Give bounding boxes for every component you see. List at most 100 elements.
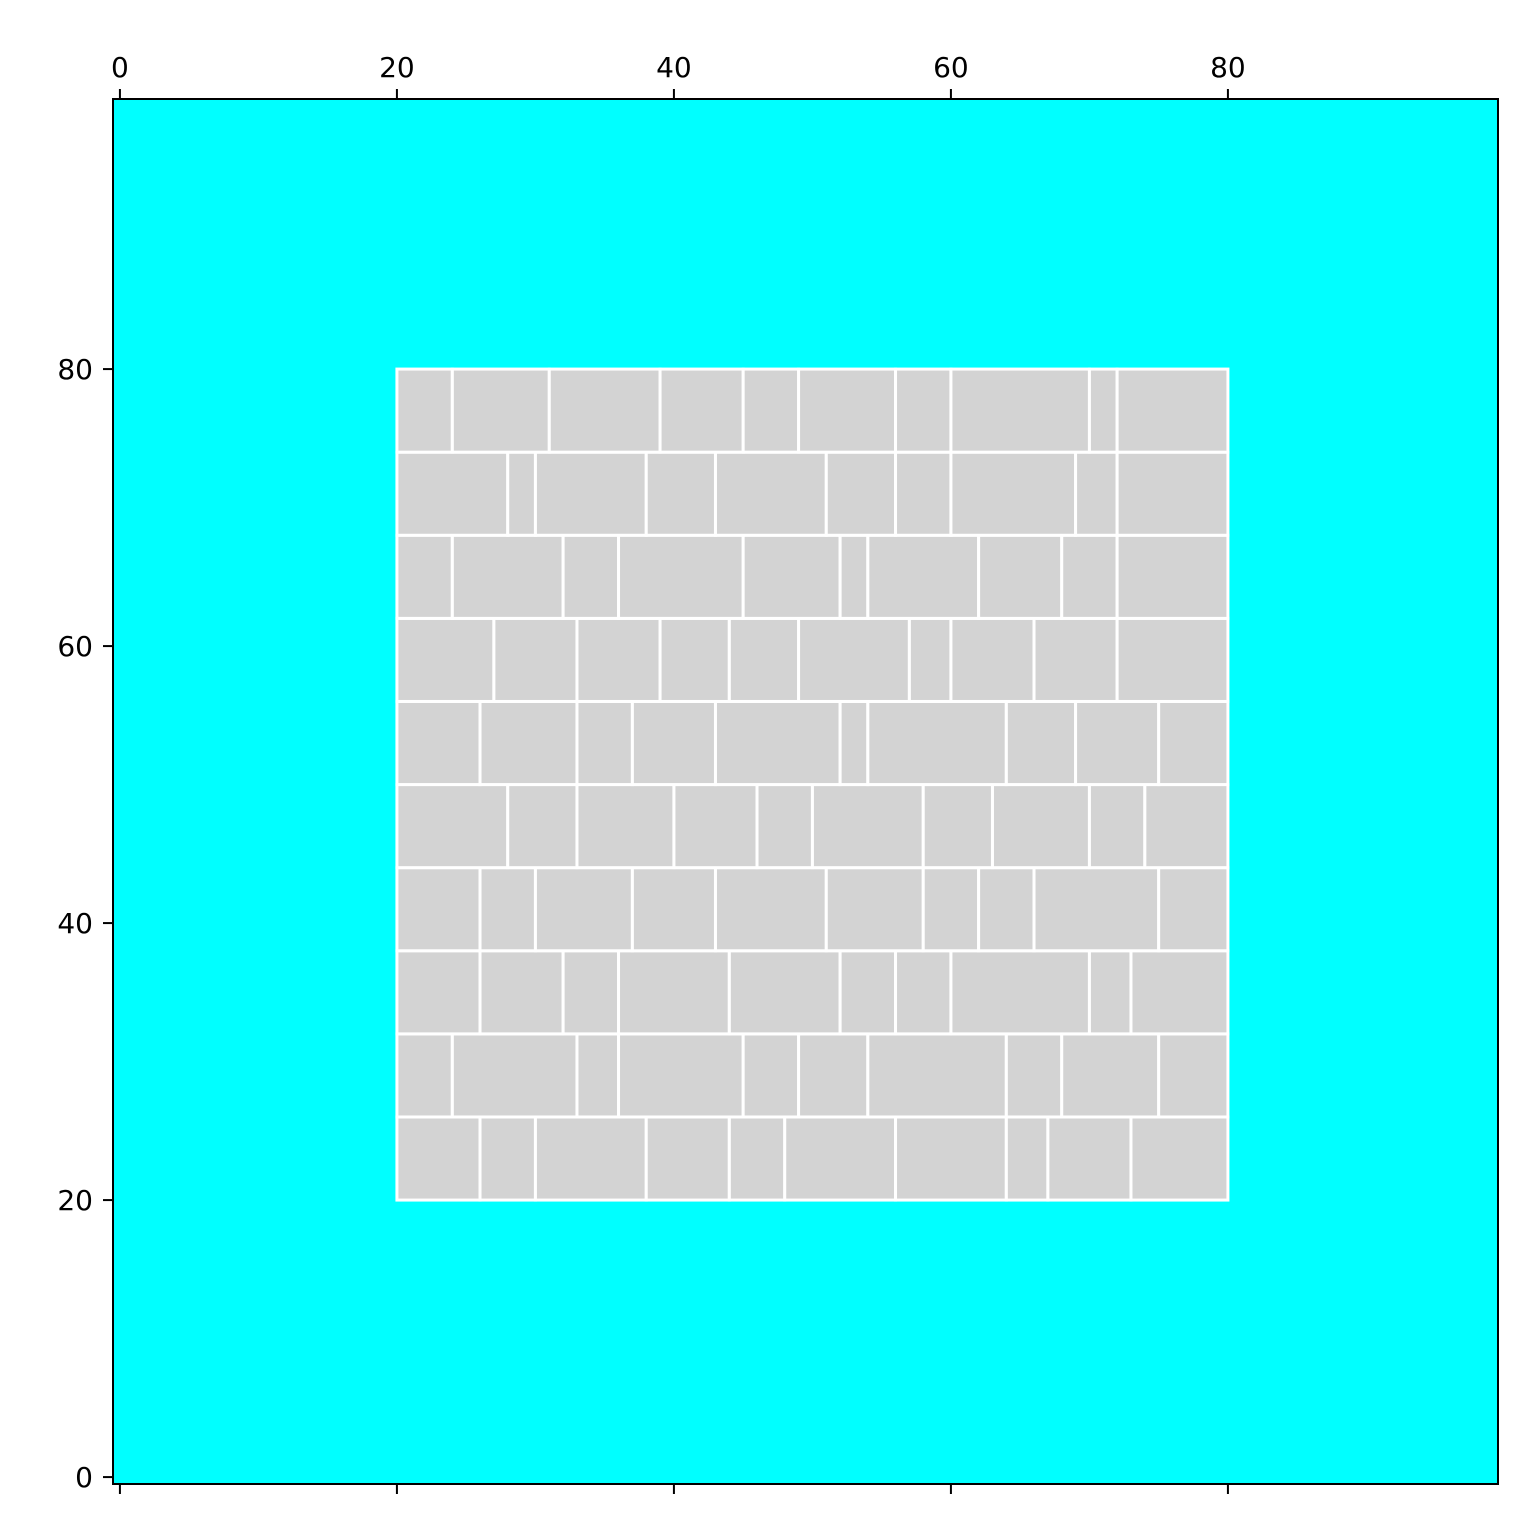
brick bbox=[979, 868, 1034, 951]
brick bbox=[508, 452, 536, 535]
y-tick-label: 20 bbox=[57, 1184, 93, 1217]
brick bbox=[452, 369, 549, 452]
brick bbox=[923, 785, 992, 868]
brick bbox=[619, 951, 730, 1034]
brick bbox=[452, 535, 563, 618]
brick bbox=[397, 535, 452, 618]
brick bbox=[799, 618, 910, 701]
brick bbox=[577, 618, 660, 701]
brick bbox=[743, 369, 798, 452]
brick bbox=[715, 452, 826, 535]
brick bbox=[646, 1117, 729, 1200]
brick bbox=[577, 701, 632, 784]
brick bbox=[1006, 1034, 1061, 1117]
brick bbox=[840, 701, 868, 784]
brick bbox=[660, 618, 729, 701]
brick bbox=[896, 951, 951, 1034]
brick bbox=[480, 701, 577, 784]
brick bbox=[896, 369, 951, 452]
brick bbox=[743, 535, 840, 618]
brick bbox=[1159, 1034, 1228, 1117]
brick bbox=[577, 785, 674, 868]
brick bbox=[992, 785, 1089, 868]
brick bbox=[619, 1034, 744, 1117]
brick bbox=[1131, 951, 1228, 1034]
brick bbox=[674, 785, 757, 868]
brick bbox=[868, 535, 979, 618]
brick bbox=[1006, 701, 1075, 784]
brick bbox=[1117, 452, 1228, 535]
brick bbox=[1048, 1117, 1131, 1200]
brick bbox=[729, 618, 798, 701]
brick bbox=[1062, 1034, 1159, 1117]
brick bbox=[494, 618, 577, 701]
y-tick-label: 0 bbox=[75, 1461, 93, 1494]
brick bbox=[826, 452, 895, 535]
brick bbox=[951, 618, 1034, 701]
x-tick-label: 20 bbox=[379, 51, 415, 84]
brick bbox=[909, 618, 951, 701]
brick bbox=[729, 951, 840, 1034]
brick bbox=[868, 701, 1007, 784]
brick bbox=[646, 452, 715, 535]
brick bbox=[397, 369, 452, 452]
x-tick-label: 60 bbox=[933, 51, 969, 84]
y-tick-label: 60 bbox=[57, 630, 93, 663]
brick bbox=[951, 369, 1090, 452]
brick bbox=[1034, 618, 1117, 701]
brick bbox=[397, 618, 494, 701]
brick bbox=[896, 1117, 1007, 1200]
y-tick-label: 80 bbox=[57, 353, 93, 386]
x-tick-label: 80 bbox=[1210, 51, 1246, 84]
brick bbox=[799, 1034, 868, 1117]
brick bbox=[896, 452, 951, 535]
brick bbox=[1089, 951, 1131, 1034]
brick bbox=[1117, 535, 1228, 618]
brick bbox=[1076, 452, 1118, 535]
brick bbox=[397, 1117, 480, 1200]
brick bbox=[951, 951, 1090, 1034]
brick bbox=[660, 369, 743, 452]
brick bbox=[1131, 1117, 1228, 1200]
y-tick-labels: 0 20 40 60 80 bbox=[57, 353, 93, 1494]
brick bbox=[480, 1117, 535, 1200]
brick bbox=[508, 785, 577, 868]
brick bbox=[715, 701, 840, 784]
brick bbox=[1117, 369, 1228, 452]
x-tick-labels: 0 20 40 60 80 bbox=[111, 51, 1246, 84]
brick bbox=[549, 369, 660, 452]
x-tick-label: 40 bbox=[656, 51, 692, 84]
brick bbox=[951, 452, 1076, 535]
y-tick-label: 40 bbox=[57, 907, 93, 940]
brick bbox=[729, 1117, 784, 1200]
brick bbox=[1034, 868, 1159, 951]
brick bbox=[397, 1034, 452, 1117]
brick bbox=[979, 535, 1062, 618]
brick bbox=[535, 452, 646, 535]
brick bbox=[397, 951, 480, 1034]
brick bbox=[743, 1034, 798, 1117]
brick bbox=[840, 951, 895, 1034]
brick bbox=[1117, 618, 1228, 701]
brick bbox=[1089, 785, 1144, 868]
brick bbox=[452, 1034, 577, 1117]
brick bbox=[480, 868, 535, 951]
brick bbox=[397, 701, 480, 784]
brick bbox=[757, 785, 812, 868]
brick bbox=[1159, 868, 1228, 951]
brick bbox=[1062, 535, 1117, 618]
brick bbox=[480, 951, 563, 1034]
brick bbox=[535, 868, 632, 951]
brick bbox=[619, 535, 744, 618]
brick bbox=[923, 868, 978, 951]
brick bbox=[397, 452, 508, 535]
brick bbox=[1076, 701, 1159, 784]
bricks-layer bbox=[397, 369, 1228, 1200]
brick bbox=[715, 868, 826, 951]
brick bbox=[840, 535, 868, 618]
brick bbox=[1006, 1117, 1048, 1200]
brick bbox=[397, 868, 480, 951]
brick bbox=[1145, 785, 1228, 868]
brick bbox=[563, 535, 618, 618]
